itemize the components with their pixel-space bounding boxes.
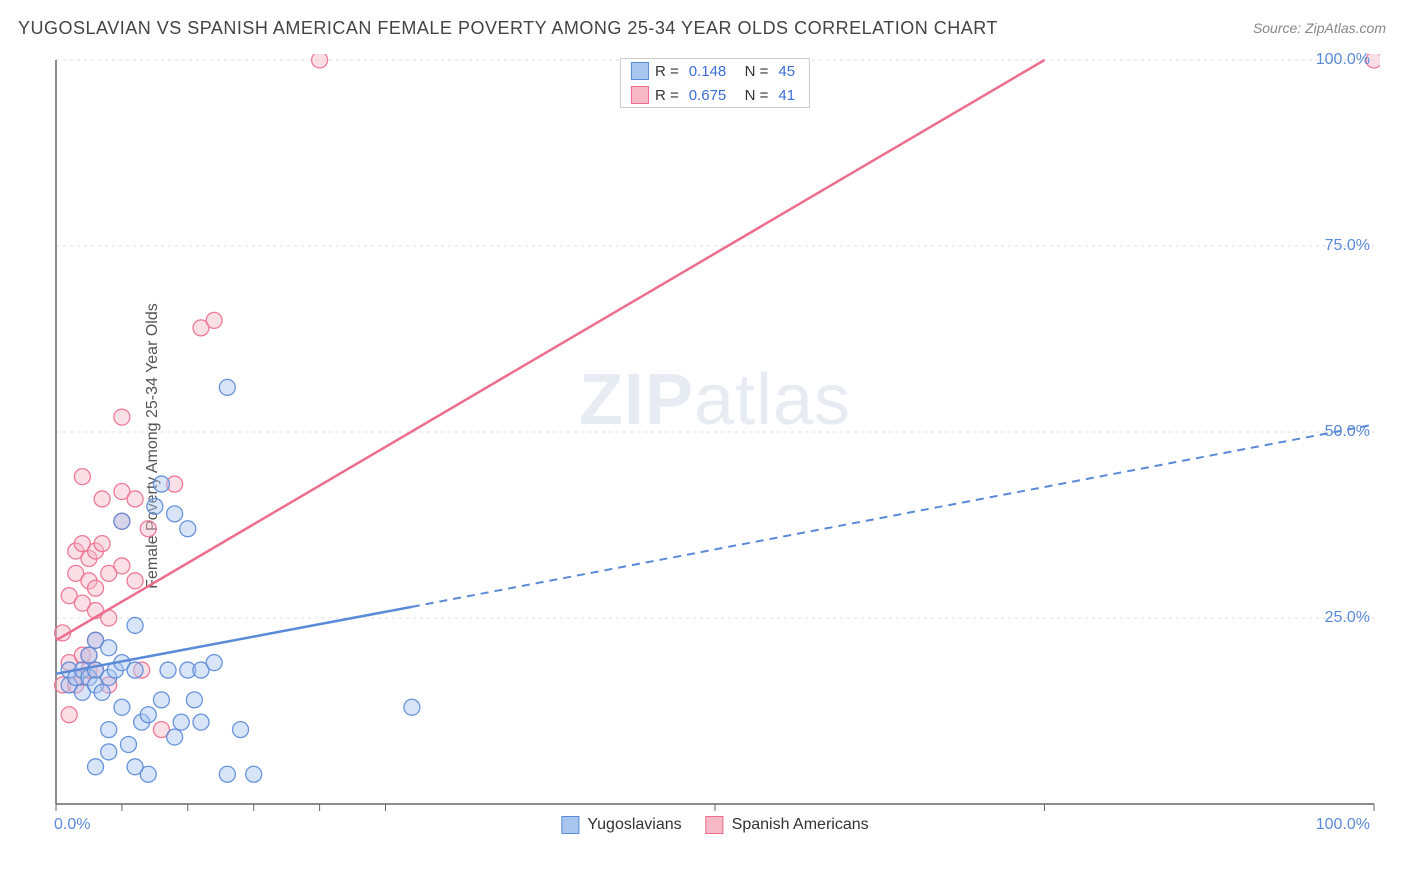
legend-row-yugoslavians: R = 0.148 N = 45 [621,59,809,83]
chart-title: YUGOSLAVIAN VS SPANISH AMERICAN FEMALE P… [18,18,998,39]
legend-label-yugoslavians: Yugoslavians [587,816,681,834]
swatch-spanish-icon [631,86,649,104]
r-label: R = [655,87,679,104]
legend-row-spanish: R = 0.675 N = 41 [621,83,809,107]
scatter-svg [50,54,1380,840]
n-value-spanish: 41 [778,87,795,104]
plot-area: ZIPatlas R = 0.148 N = 45 R = 0.675 N = … [50,54,1380,840]
x-tick-100: 100.0% [1316,816,1370,834]
y-tick-label: 75.0% [1325,237,1370,255]
n-label: N = [736,63,768,80]
swatch-spanish-icon [706,816,724,834]
legend-item-yugoslavians: Yugoslavians [561,816,681,834]
y-tick-label: 100.0% [1316,51,1370,69]
n-value-yugoslavians: 45 [778,63,795,80]
series-legend: Yugoslavians Spanish Americans [561,816,868,834]
correlation-legend: R = 0.148 N = 45 R = 0.675 N = 41 [620,58,810,108]
n-label: N = [736,87,768,104]
r-value-spanish: 0.675 [689,87,727,104]
swatch-yugoslavians-icon [631,62,649,80]
y-tick-label: 50.0% [1325,423,1370,441]
y-tick-label: 25.0% [1325,609,1370,627]
source-attribution: Source: ZipAtlas.com [1253,20,1386,36]
r-value-yugoslavians: 0.148 [689,63,727,80]
x-tick-0: 0.0% [54,816,90,834]
swatch-yugoslavians-icon [561,816,579,834]
legend-item-spanish: Spanish Americans [706,816,869,834]
r-label: R = [655,63,679,80]
legend-label-spanish: Spanish Americans [732,816,869,834]
